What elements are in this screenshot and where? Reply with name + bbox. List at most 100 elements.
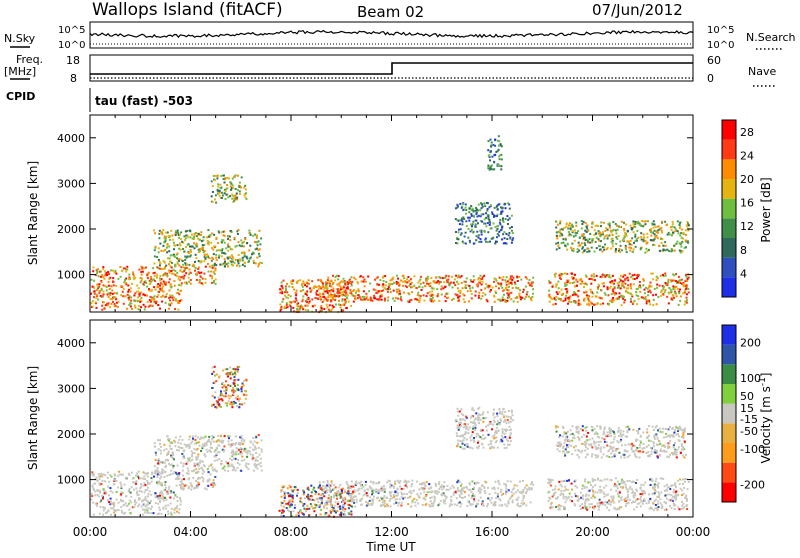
echo-pixel [376, 491, 378, 493]
echo-pixel [167, 513, 169, 515]
echo-pixel [197, 238, 199, 240]
echo-pixel [115, 273, 117, 275]
noise-right-tick-top: 10^5 [707, 25, 734, 36]
echo-pixel [237, 369, 239, 371]
echo-pixel [199, 239, 201, 241]
echo-pixel [354, 506, 356, 508]
echo-pixel [467, 290, 469, 292]
echo-pixel [159, 262, 161, 264]
echo-pixel [444, 296, 446, 298]
echo-pixel [666, 296, 668, 298]
echo-pixel [260, 465, 262, 467]
echo-pixel [344, 489, 346, 491]
echo-pixel [102, 498, 104, 500]
echo-pixel [199, 460, 201, 462]
echo-pixel [166, 293, 168, 295]
echo-pixel [582, 235, 584, 237]
echo-pixel [284, 494, 286, 496]
echo-pixel [557, 242, 559, 244]
echo-pixel [120, 486, 122, 488]
echo-pixel [348, 301, 350, 303]
echo-pixel [411, 286, 413, 288]
echo-pixel [353, 496, 355, 498]
echo-pixel [588, 304, 590, 306]
echo-pixel [357, 288, 359, 290]
echo-pixel [446, 489, 448, 491]
echo-pixel [514, 484, 516, 486]
echo-pixel [225, 198, 227, 200]
echo-pixel [93, 488, 95, 490]
echo-pixel [637, 288, 639, 290]
echo-pixel [338, 304, 340, 306]
echo-pixel [167, 459, 169, 461]
echo-pixel [290, 280, 292, 282]
echo-pixel [429, 291, 431, 293]
echo-pixel [190, 272, 192, 274]
echo-pixel [591, 296, 593, 298]
echo-pixel [162, 268, 164, 270]
echo-pixel [298, 512, 300, 514]
echo-pixel [340, 294, 342, 296]
echo-pixel [502, 493, 504, 495]
echo-pixel [281, 285, 283, 287]
echo-pixel [460, 492, 462, 494]
echo-pixel [516, 499, 518, 501]
echo-pixel [199, 477, 201, 479]
echo-pixel [581, 242, 583, 244]
echo-pixel [305, 300, 307, 302]
echo-pixel [649, 285, 651, 287]
echo-pixel [524, 298, 526, 300]
echo-pixel [168, 281, 170, 283]
echo-pixel [668, 279, 670, 281]
echo-pixel [501, 287, 503, 289]
echo-pixel [584, 237, 586, 239]
echo-pixel [116, 491, 118, 493]
echo-pixel [625, 486, 627, 488]
echo-pixel [161, 288, 163, 290]
echo-pixel [573, 301, 575, 303]
echo-pixel [662, 478, 664, 480]
echo-pixel [302, 308, 304, 310]
mode-text: tau (fast) -503 [95, 94, 193, 108]
echo-pixel [411, 492, 413, 494]
echo-pixel [581, 220, 583, 222]
echo-pixel [479, 230, 481, 232]
echo-pixel [678, 232, 680, 234]
echo-pixel [283, 280, 285, 282]
echo-pixel [468, 220, 470, 222]
echo-pixel [471, 297, 473, 299]
echo-pixel [411, 291, 413, 293]
echo-pixel [488, 155, 490, 157]
echo-pixel [166, 475, 168, 477]
echo-pixel [584, 300, 586, 302]
echo-pixel [504, 279, 506, 281]
echo-pixel [498, 287, 500, 289]
echo-pixel [502, 276, 504, 278]
echo-pixel [137, 505, 139, 507]
echo-pixel [620, 275, 622, 277]
echo-pixel [577, 230, 579, 232]
echo-pixel [171, 262, 173, 264]
echo-pixel [655, 226, 657, 228]
echo-pixel [124, 484, 126, 486]
echo-pixel [286, 283, 288, 285]
echo-pixel [306, 505, 308, 507]
echo-pixel [517, 301, 519, 303]
echo-pixel [560, 278, 562, 280]
echo-pixel [586, 226, 588, 228]
echo-pixel [473, 243, 475, 245]
echo-pixel [423, 294, 425, 296]
echo-pixel [134, 305, 136, 307]
echo-pixel [583, 286, 585, 288]
echo-pixel [159, 501, 161, 503]
echo-pixel [234, 385, 236, 387]
echo-pixel [557, 224, 559, 226]
echo-pixel [215, 175, 217, 177]
echo-pixel [557, 245, 559, 247]
echo-pixel [244, 185, 246, 187]
echo-pixel [593, 273, 595, 275]
echo-pixel [478, 234, 480, 236]
echo-pixel [478, 215, 480, 217]
echo-pixel [480, 289, 482, 291]
echo-pixel [90, 302, 92, 304]
